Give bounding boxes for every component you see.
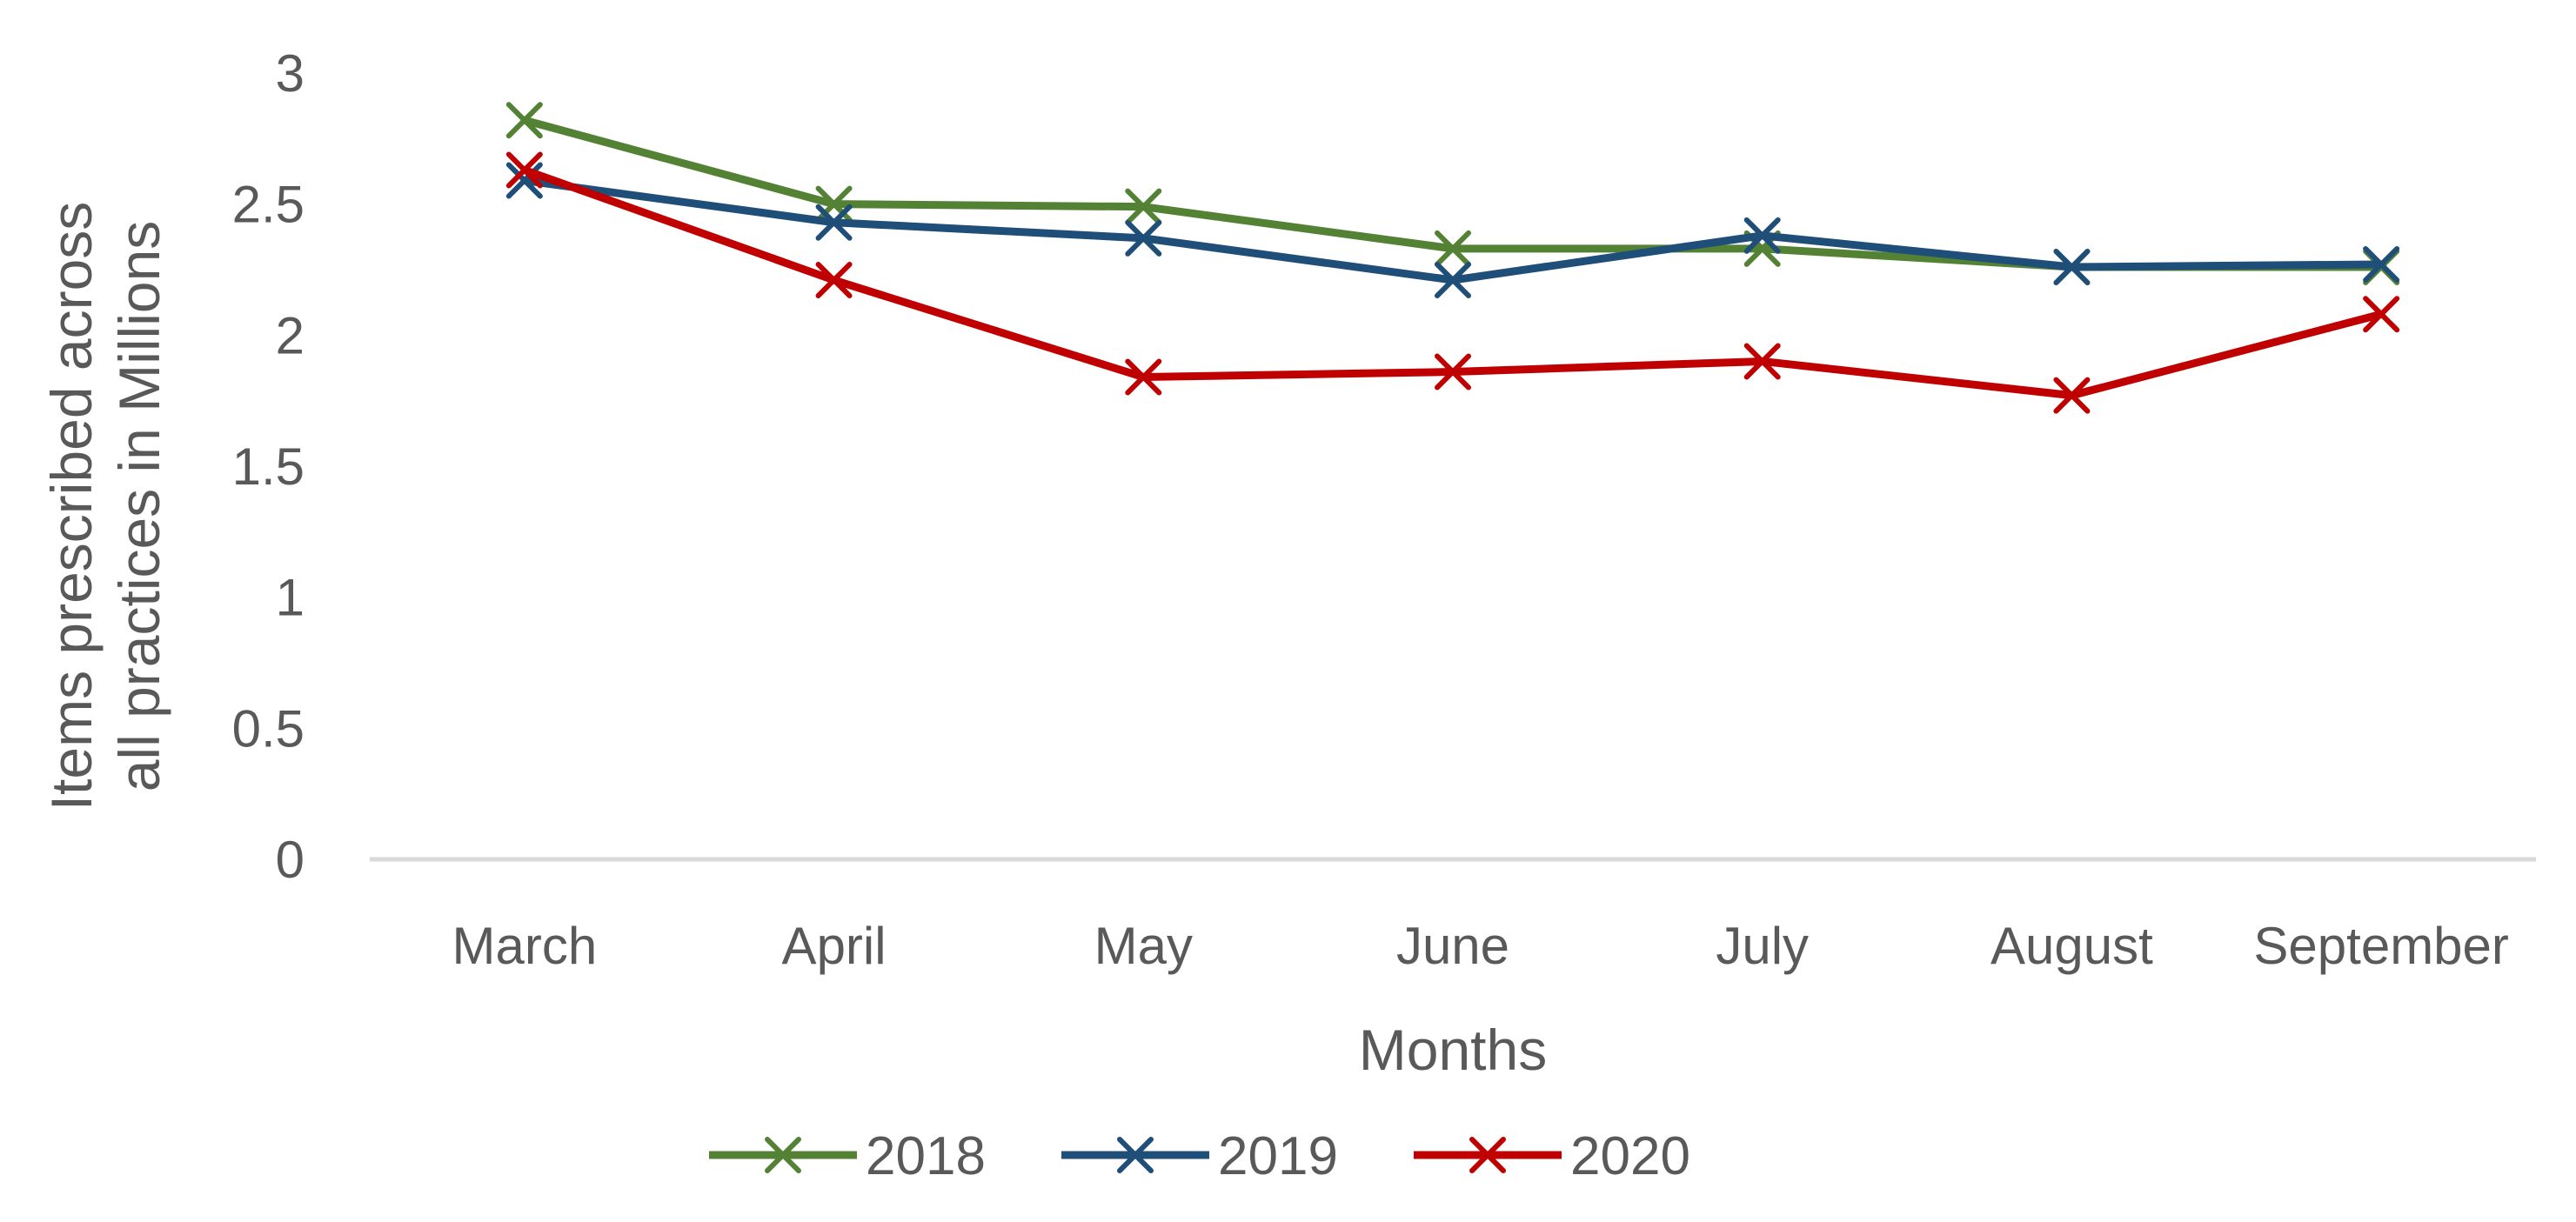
data-point-marker — [1435, 353, 1471, 391]
x-tick-label: April — [782, 917, 887, 975]
legend-label: 2018 — [866, 1126, 986, 1186]
data-point-marker — [2363, 296, 2400, 333]
data-point-marker — [1125, 188, 1162, 225]
legend-label: 2020 — [1570, 1126, 1690, 1186]
y-axis-title: Items prescribed acrossall practices in … — [39, 202, 171, 811]
y-tick-label: 2 — [276, 306, 304, 364]
y-tick-label: 0 — [276, 831, 304, 889]
series-2020 — [505, 151, 2400, 414]
data-point-marker — [2363, 245, 2400, 283]
y-tick-label: 1 — [276, 569, 304, 627]
data-point-marker — [1435, 262, 1471, 299]
series-2019 — [505, 162, 2400, 299]
y-tick-label: 3 — [276, 44, 304, 103]
legend-marker — [765, 1137, 801, 1173]
x-tick-label: May — [1094, 917, 1193, 975]
x-tick-label: September — [2253, 917, 2509, 975]
data-point-marker — [1743, 217, 1781, 254]
y-tick-label: 1.5 — [232, 437, 304, 496]
data-point-marker — [2053, 248, 2091, 285]
x-axis-title: Months — [1359, 1018, 1547, 1082]
series-2018 — [505, 102, 2400, 285]
data-point-marker — [505, 102, 543, 139]
data-point-marker — [815, 262, 853, 299]
data-point-marker — [1125, 358, 1162, 396]
legend-item-2019: 2019 — [1061, 1126, 1338, 1186]
data-point-marker — [815, 204, 853, 241]
data-point-marker — [1435, 230, 1471, 267]
legend-item-2018: 2018 — [709, 1126, 986, 1186]
x-tick-label: June — [1396, 917, 1509, 975]
series-layer — [505, 102, 2400, 414]
x-tick-label: March — [452, 917, 598, 975]
y-tick-label: 2.5 — [232, 176, 304, 234]
legend-label: 2019 — [1218, 1126, 1338, 1186]
data-point-marker — [1125, 219, 1162, 257]
x-tick-label: July — [1716, 917, 1809, 975]
legend-item-2020: 2020 — [1414, 1126, 1690, 1186]
data-point-marker — [2053, 377, 2091, 414]
data-point-marker — [505, 151, 543, 189]
y-axis-ticks: 0 0.5 1 1.5 2 2.5 3 — [232, 44, 304, 889]
x-axis-ticks: March April May June July August September — [452, 917, 2509, 975]
legend-marker — [1469, 1137, 1506, 1173]
y-tick-label: 0.5 — [232, 699, 304, 758]
legend: 2018 2019 2020 — [709, 1126, 1690, 1186]
legend-marker — [1117, 1137, 1154, 1173]
data-point-marker — [1743, 343, 1781, 380]
x-tick-label: August — [1991, 917, 2153, 975]
